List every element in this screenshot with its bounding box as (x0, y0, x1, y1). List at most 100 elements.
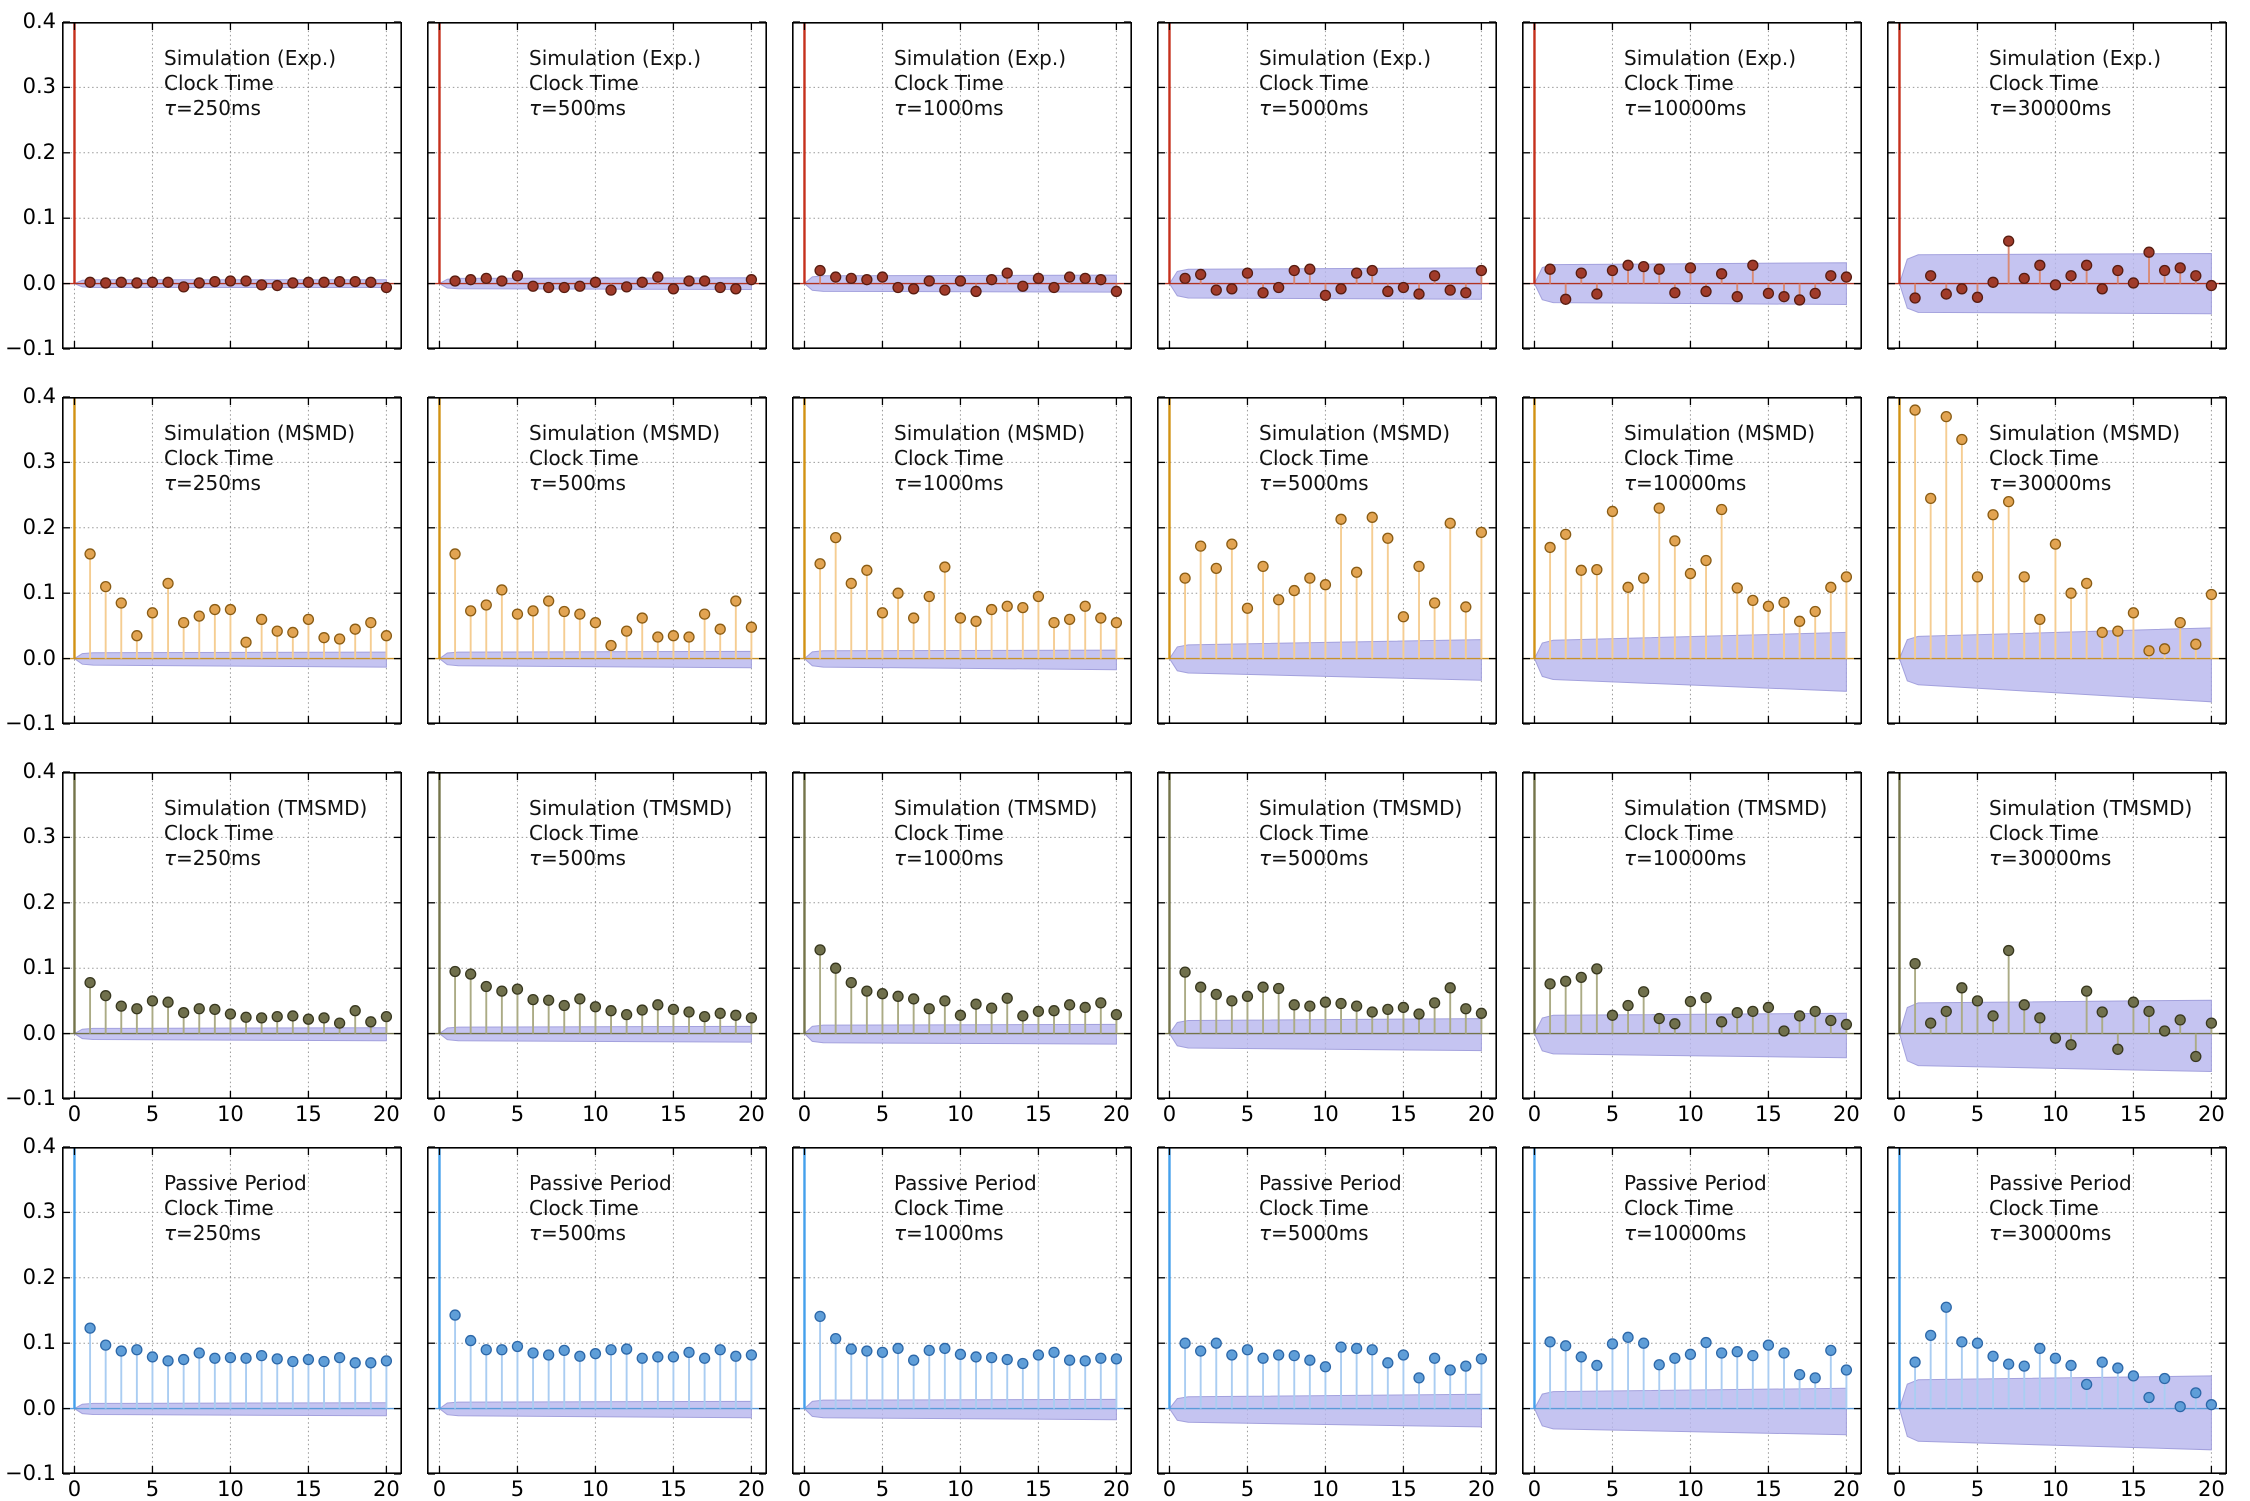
subplot-r3c4: Simulation (TMSMD) Clock Time τ=5000ms 0 5 10… (1157, 771, 1497, 1126)
tick-marks (428, 21, 766, 350)
stem-marker (380, 281, 393, 294)
stem-marker (1971, 571, 1984, 583)
plot-title-series: Simulation (MSMD) (1624, 421, 1816, 445)
stem-marker (1241, 990, 1254, 1002)
stem-marker (2205, 1017, 2218, 1029)
plot-title-series: Simulation (Exp.) (1624, 46, 1797, 70)
x-tick-label: 0 (1162, 1102, 1177, 1126)
x-tick-label: 5 (510, 1102, 525, 1126)
x-tick-label: 15 (1025, 1102, 1052, 1126)
stem-marker (970, 1351, 982, 1363)
stem-marker (1653, 1359, 1665, 1371)
stem-marker (698, 275, 711, 287)
plot-title-series: Simulation (Exp.) (529, 46, 702, 70)
stem-marker (1591, 1359, 1603, 1372)
stem-marker (970, 285, 982, 298)
tick-marks (1158, 771, 1496, 1100)
stem-marker (1460, 1003, 1472, 1015)
plot-title-series: Simulation (MSMD) (164, 421, 356, 445)
stem-marker (745, 1012, 758, 1024)
stem-marker (636, 1004, 648, 1016)
stem-marker (1747, 259, 1759, 271)
stem-marker (589, 1348, 602, 1360)
stem-marker (349, 623, 361, 635)
stem-marker (380, 1355, 393, 1367)
y-tick-label: 0.2 (22, 139, 56, 164)
stem-marker (2096, 283, 2108, 295)
stem-marker (1971, 1337, 1984, 1349)
stem-marker (2205, 279, 2218, 292)
plot-title: Simulation (TMSMD) Clock Time τ=250ms (164, 796, 367, 871)
stem-marker (1793, 294, 1806, 306)
tau-symbol: τ (529, 846, 542, 870)
stem-marker (333, 1351, 346, 1364)
stem-marker (131, 277, 143, 289)
axes-spines (1522, 772, 1862, 1099)
stem-marker (2018, 1360, 2030, 1372)
stem-marker (146, 995, 159, 1007)
stem-marker (2112, 264, 2124, 277)
stem-marker (1606, 264, 1619, 277)
x-tick-label: 10 (1312, 1477, 1339, 1501)
stem-marker (543, 994, 555, 1006)
stem-marker (745, 1349, 758, 1361)
stems-group (84, 275, 393, 294)
plot-canvas (1157, 396, 1497, 725)
x-tick-label: 15 (660, 1477, 687, 1501)
stem-marker (1179, 1337, 1191, 1349)
stem-marker (287, 277, 299, 289)
stem-marker (1350, 1342, 1363, 1355)
subplot-r2c2: Simulation (MSMD) Clock Time τ=500ms (427, 396, 767, 725)
x-tick-label: 10 (1312, 1102, 1339, 1126)
plot-canvas (62, 396, 402, 725)
stem-marker (2065, 587, 2077, 599)
stem-marker (2190, 1050, 2202, 1063)
stem-marker (2096, 1356, 2108, 1368)
stem-marker (2018, 272, 2030, 285)
plot-title: Simulation (TMSMD) Clock Time τ=10000ms (1624, 796, 1827, 871)
stem-marker (511, 270, 524, 282)
plot-title-series: Simulation (TMSMD) (1259, 796, 1463, 820)
x-tick-label: 5 (1240, 1102, 1255, 1126)
x-tick-label: 5 (1970, 1102, 1985, 1126)
stem-marker (730, 1009, 742, 1021)
stem-marker (146, 607, 159, 619)
stem-marker (527, 1347, 539, 1359)
axes-spines (62, 772, 402, 1099)
y-tick-label: −0.1 (5, 1086, 56, 1110)
stem-marker (380, 1010, 393, 1023)
x-tick-label: 0 (432, 1477, 447, 1501)
stem-marker (1257, 287, 1269, 299)
plot-canvas (792, 21, 1132, 350)
subplot-r3c1: Simulation (TMSMD) Clock Time τ=250ms 0.4 0.… (5, 759, 402, 1126)
stem-marker (1825, 1014, 1837, 1027)
plot-title: Simulation (TMSMD) Clock Time τ=30000ms (1989, 796, 2192, 871)
plot-canvas (1522, 21, 1862, 350)
stem-marker (271, 279, 283, 292)
x-tick-label: 5 (1605, 1477, 1620, 1501)
plot-title-series: Simulation (MSMD) (1259, 421, 1451, 445)
stem-marker (1956, 982, 1968, 994)
stem-marker (1195, 268, 1207, 281)
plot-title-tau: τ=1000ms (894, 96, 1066, 121)
tau-value: =10000ms (1636, 471, 1747, 495)
y-tick-label: 0.1 (22, 1330, 56, 1355)
stem-marker (178, 1353, 190, 1366)
stem-marker (985, 603, 998, 616)
stems-group (814, 264, 1123, 298)
stem-marker (1475, 1007, 1488, 1019)
stems-group (449, 1309, 758, 1409)
stem-marker (1591, 288, 1603, 300)
stem-marker (511, 983, 524, 995)
stem-marker (1032, 1349, 1045, 1361)
y-tick-label: 0.1 (22, 205, 56, 230)
x-tick-label: 20 (1103, 1102, 1130, 1126)
axes-spines (1887, 772, 2227, 1099)
subplot-r2c3: Simulation (MSMD) Clock Time τ=1000ms (792, 396, 1132, 725)
stem-marker (2034, 1012, 2046, 1024)
y-tick-label: 0.3 (22, 824, 56, 849)
stem-marker (1001, 600, 1013, 612)
stem-marker (683, 1006, 695, 1018)
stem-marker (1987, 276, 1999, 288)
stem-marker (1475, 1353, 1488, 1365)
